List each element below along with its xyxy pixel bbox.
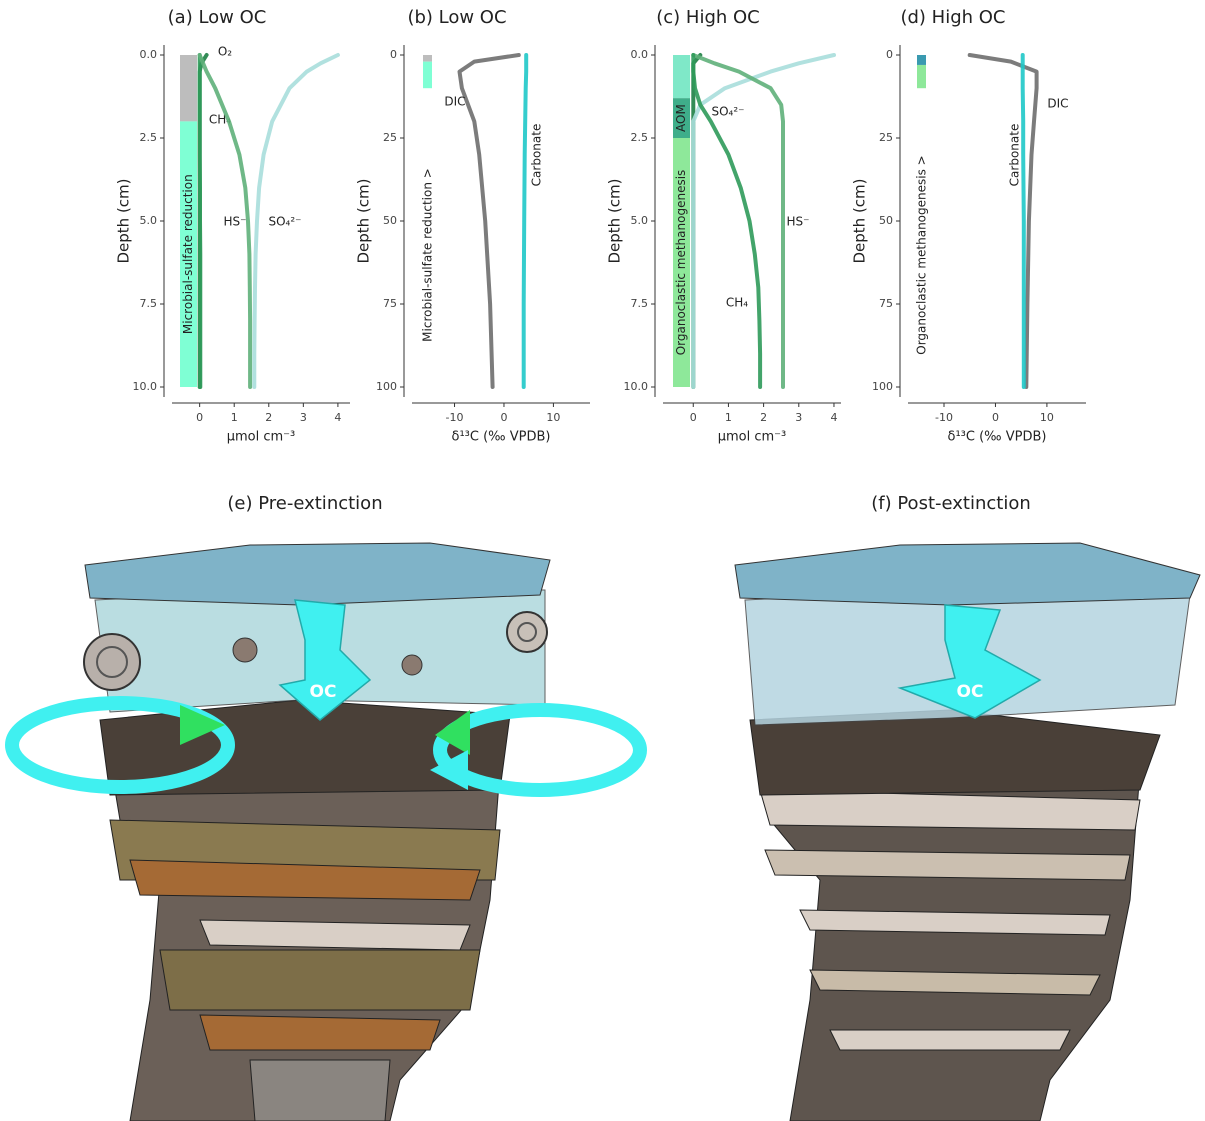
oc-label: OC (957, 682, 984, 702)
zone-bar (917, 55, 926, 65)
zone-bar (917, 64, 926, 89)
profile-line (691, 53, 836, 389)
chart-title: (b) Low OC (407, 7, 506, 28)
y-tick-label: 7.5 (140, 297, 158, 310)
x-tick-label: 0 (500, 411, 507, 424)
x-tick-label: 4 (830, 411, 837, 424)
series-label: SO₄²⁻ (711, 105, 744, 119)
x-tick-label: 1 (725, 411, 732, 424)
zone-label: Microbial-sulfate reduction (181, 174, 195, 334)
y-tick-label: 25 (383, 131, 397, 144)
y-tick-label: 50 (879, 214, 893, 227)
profile-line (691, 53, 763, 389)
profile-line (197, 53, 203, 389)
profile-line (521, 53, 529, 389)
y-tick-label: 10.0 (133, 380, 158, 393)
x-axis-title: μmol cm⁻³ (227, 430, 296, 445)
x-tick-label: 10 (1040, 411, 1054, 424)
profile-line (457, 53, 521, 389)
profile-line (197, 53, 253, 389)
y-tick-label: 2.5 (140, 131, 158, 144)
y-axis-title: Depth (cm) (851, 178, 869, 263)
y-tick-label: 5.0 (140, 214, 158, 227)
x-axis-title: μmol cm⁻³ (718, 430, 787, 445)
annotation: Organoclastic methanogenesis > (915, 155, 929, 354)
post-extinction-illustration (734, 542, 1201, 1121)
x-tick-label: 10 (546, 411, 560, 424)
y-tick-label: 5.0 (631, 214, 649, 227)
annotation: Microbial-sulfate reduction > (421, 168, 435, 342)
x-axis-title: δ¹³C (‰ VPDB) (452, 430, 551, 445)
oc-label: OC (310, 682, 337, 702)
profile-line (967, 53, 1039, 389)
y-tick-label: 10.0 (624, 380, 649, 393)
x-tick-label: 0 (196, 411, 203, 424)
series-label: Carbonate (530, 124, 544, 187)
y-tick-label: 0 (886, 48, 893, 61)
y-axis-title: Depth (cm) (115, 178, 133, 263)
chart-title: (c) High OC (656, 7, 760, 28)
series-label: DIC (444, 95, 465, 109)
x-tick-label: 2 (760, 411, 767, 424)
zone-bar (180, 55, 197, 122)
series-label: CH₄ (726, 296, 748, 310)
y-tick-label: 25 (879, 131, 893, 144)
y-tick-label: 50 (383, 214, 397, 227)
profile-line (252, 53, 340, 389)
zone-bar (673, 98, 690, 138)
y-tick-label: 0.0 (140, 48, 158, 61)
y-axis-title: Depth (cm) (606, 178, 624, 263)
zone-bar (673, 138, 690, 387)
zone-bar (423, 61, 432, 89)
x-axis-title: δ¹³C (‰ VPDB) (948, 430, 1047, 445)
profile-line (691, 53, 785, 389)
zone-bar (423, 55, 432, 62)
zone-label: Organoclastic methanogenesis (674, 170, 688, 356)
x-tick-label: 3 (795, 411, 802, 424)
series-label: Carbonate (1008, 124, 1022, 187)
illustration-title: (e) Pre-extinction (227, 493, 382, 514)
series-label: SO₄²⁻ (268, 215, 301, 229)
y-tick-label: 100 (376, 380, 397, 393)
zone-bar (673, 55, 690, 99)
zone-bar (180, 121, 197, 388)
chart-title: (d) High OC (900, 7, 1005, 28)
x-tick-label: -10 (935, 411, 953, 424)
x-tick-label: 3 (300, 411, 307, 424)
profile-line (1020, 53, 1026, 389)
y-tick-label: 7.5 (631, 297, 649, 310)
x-tick-label: 0 (690, 411, 697, 424)
x-tick-label: -10 (446, 411, 464, 424)
x-tick-label: 1 (231, 411, 238, 424)
chart-title: (a) Low OC (168, 7, 267, 28)
series-label: DIC (1047, 97, 1068, 111)
y-axis-title: Depth (cm) (355, 178, 373, 263)
x-tick-label: 0 (992, 411, 999, 424)
y-tick-label: 0.0 (631, 48, 649, 61)
y-tick-label: 75 (879, 297, 893, 310)
x-tick-label: 4 (334, 411, 341, 424)
y-tick-label: 0 (390, 48, 397, 61)
zone-label: AOM (674, 104, 688, 132)
series-label: HS⁻ (787, 215, 810, 229)
pre-extinction-illustration (5, 542, 647, 1121)
x-tick-label: 2 (265, 411, 272, 424)
y-tick-label: 75 (383, 297, 397, 310)
series-label: HS⁻ (224, 215, 247, 229)
y-tick-label: 100 (872, 380, 893, 393)
y-tick-label: 2.5 (631, 131, 649, 144)
series-label: O₂ (218, 45, 232, 59)
illustration-title: (f) Post-extinction (871, 493, 1031, 514)
